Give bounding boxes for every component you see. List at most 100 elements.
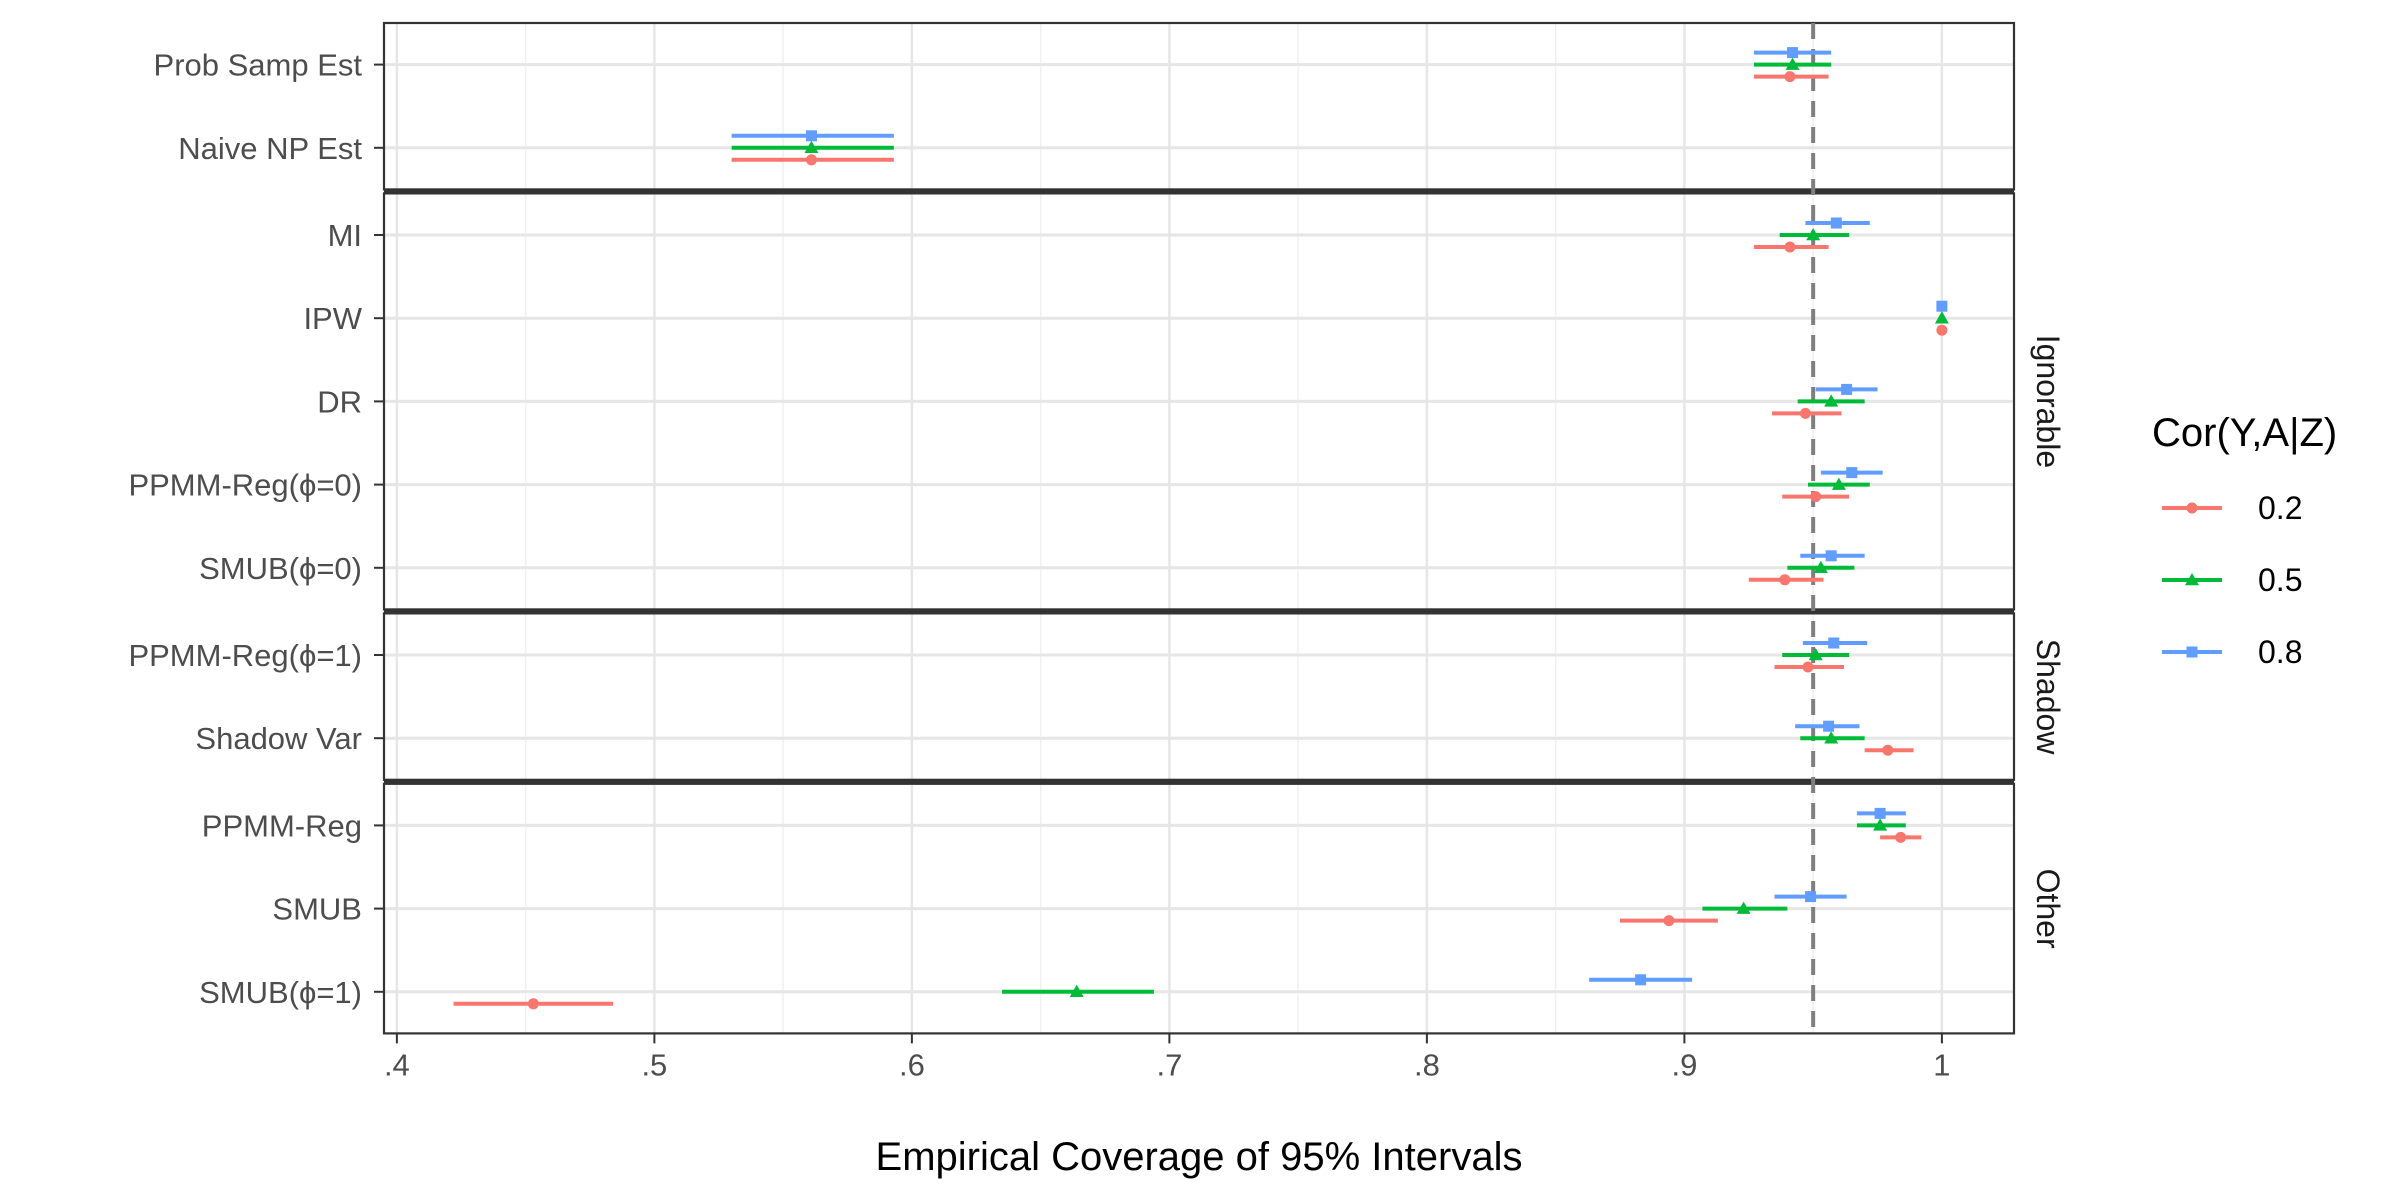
point-marker (1813, 560, 1828, 574)
estimate-0.8 (1856, 807, 1906, 819)
legend-label: 0.5 (2258, 562, 2302, 598)
legend-key-marker (2186, 502, 2198, 514)
y-tick-label: Naive NP Est (178, 131, 362, 166)
y-tick-label: IPW (303, 301, 362, 336)
legend-key-marker (2185, 573, 2199, 586)
point-marker (1736, 901, 1751, 914)
point-marker (1787, 47, 1799, 59)
estimate-0.8 (1815, 383, 1878, 395)
estimate-0.8 (731, 130, 894, 142)
y-tick-label: PPMM-Reg (202, 808, 362, 843)
legend-label: 0.8 (2258, 634, 2302, 670)
legend-key-marker (2186, 646, 2198, 658)
point-marker (1806, 228, 1821, 241)
strip-label: Shadow (2030, 639, 2066, 756)
legend-entry-0.2: 0.2 (2162, 490, 2302, 526)
estimate-0.2 (1774, 661, 1845, 673)
x-axis-title: Empirical Coverage of 95% Intervals (876, 1135, 1523, 1179)
y-tick-label: SMUB (272, 892, 362, 927)
legend-title: Cor(Y,A|Z) (2152, 411, 2337, 455)
point-marker (1069, 984, 1084, 998)
marks-layer (453, 47, 1949, 1010)
point-marker (1874, 807, 1886, 819)
x-tick-label: .7 (1156, 1047, 1182, 1082)
y-tick-label: SMUB(ϕ=0) (199, 551, 362, 586)
x-tick-label: 1 (1933, 1047, 1950, 1082)
x-axis: .4 .5 .6 .7 .8 .9 1 (384, 1033, 1951, 1082)
estimate-0.5 (1002, 984, 1154, 998)
point-marker (1663, 915, 1675, 927)
estimate-0.2 (1748, 574, 1824, 586)
panels-layer: Prob Samp Est Naive NP Est MI IPW DR PPMM-Reg… (128, 21, 2066, 1035)
y-tick-label: Prob Samp Est (154, 48, 363, 83)
point-marker (527, 998, 539, 1010)
x-tick-label: .9 (1671, 1047, 1697, 1082)
estimate-0.8 (1820, 467, 1883, 479)
point-marker (1635, 974, 1647, 986)
estimate-0.5 (1753, 57, 1832, 70)
point-marker (1841, 383, 1853, 395)
point-marker (1936, 324, 1948, 336)
panel-baseline: Prob Samp Est Naive NP Est (154, 21, 2016, 191)
estimate-0.5 (1787, 560, 1855, 574)
estimate-0.2 (1620, 915, 1718, 927)
y-tick-label: DR (317, 384, 362, 419)
estimate-0.5 (1856, 818, 1906, 831)
x-tick-label: .5 (641, 1047, 667, 1082)
estimate-0.8 (1802, 637, 1868, 649)
point-marker (804, 140, 819, 154)
estimate-0.5 (1800, 731, 1865, 744)
y-tick-label: Shadow Var (195, 721, 362, 756)
point-marker (1882, 744, 1894, 756)
estimate-0.8 (1805, 217, 1870, 229)
estimate-0.5 (1807, 477, 1870, 490)
estimate-0.2 (731, 154, 894, 166)
y-tick-label: SMUB(ϕ=1) (199, 975, 362, 1010)
legend-entry-0.5: 0.5 (2162, 562, 2302, 598)
point-marker (1846, 467, 1858, 479)
legend[interactable]: Cor(Y,A|Z) 0.2 0.5 0.8 (2152, 411, 2337, 670)
estimate-0.8 (1800, 550, 1865, 562)
y-tick-label: PPMM-Reg(ϕ=1) (128, 638, 362, 673)
estimate-0.2 (1864, 744, 1914, 756)
point-marker (1810, 491, 1822, 503)
point-marker (805, 154, 817, 166)
x-tick-label: .8 (1414, 1047, 1440, 1082)
estimate-0.5 (1934, 311, 1949, 324)
point-marker (1828, 637, 1840, 649)
estimate-0.8 (1589, 974, 1693, 986)
strip-label: Other (2030, 869, 2066, 949)
point-marker (805, 130, 817, 142)
estimate-0.8 (1774, 891, 1847, 903)
point-marker (1785, 57, 1800, 70)
panel-shadow: PPMM-Reg(ϕ=1) Shadow Var Shadow (128, 612, 2066, 781)
point-marker (1830, 217, 1842, 229)
estimate-0.2 (1782, 491, 1850, 503)
estimate-0.2 (1753, 241, 1829, 253)
estimate-0.2 (1936, 324, 1948, 336)
point-marker (1779, 574, 1791, 586)
legend-entry-0.8: 0.8 (2162, 634, 2302, 670)
point-marker (1824, 731, 1839, 744)
panel-ignorable: MI IPW DR PPMM-Reg(ϕ=0) SMUB(ϕ=0) Ignorable (128, 192, 2066, 611)
y-tick-label: PPMM-Reg(ϕ=0) (128, 468, 362, 503)
strip-label: Ignorable (2030, 335, 2066, 468)
panel-background (384, 613, 2014, 780)
point-marker (1873, 818, 1888, 831)
estimate-0.5 (1782, 648, 1850, 661)
legend-label: 0.2 (2258, 490, 2302, 526)
point-marker (1808, 648, 1823, 661)
x-tick-label: .4 (384, 1047, 410, 1082)
estimate-0.5 (1779, 228, 1850, 241)
estimate-0.2 (1753, 71, 1829, 83)
y-tick-label: MI (328, 218, 362, 253)
point-marker (1825, 550, 1837, 562)
estimate-0.8 (1753, 47, 1832, 59)
point-marker (1802, 661, 1814, 673)
estimate-0.8 (1936, 300, 1948, 312)
point-marker (1936, 300, 1948, 312)
estimate-0.5 (1702, 901, 1788, 914)
estimate-0.5 (1797, 394, 1865, 407)
estimate-0.8 (1795, 720, 1860, 732)
